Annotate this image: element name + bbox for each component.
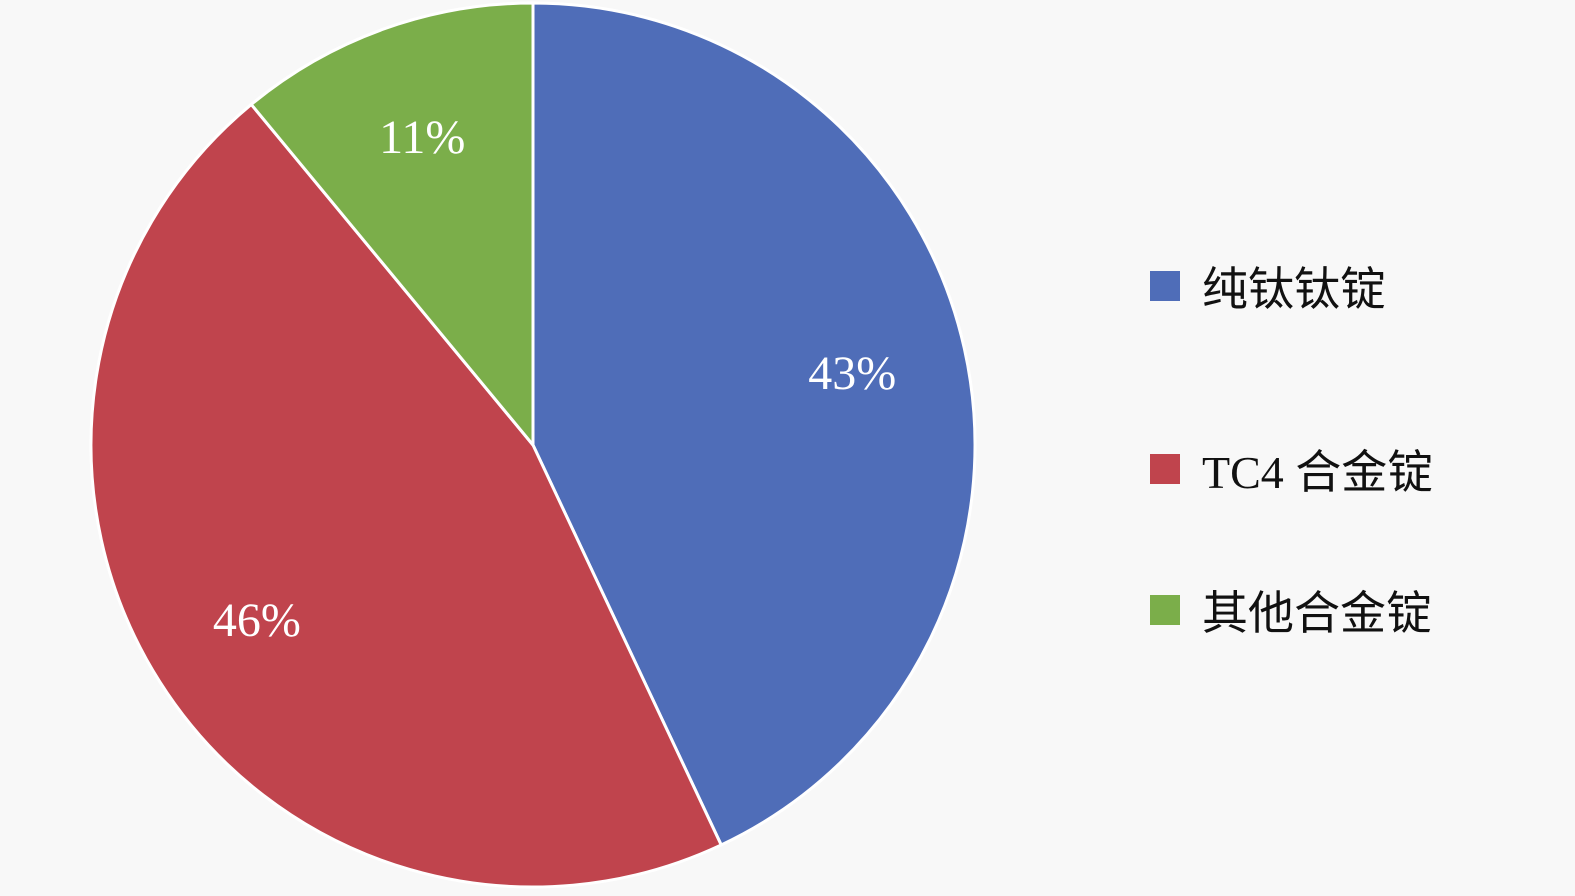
legend: 纯钛钛锭 TC4 合金锭 其他合金锭 [1150,258,1433,681]
legend-item: 其他合金锭 [1150,539,1433,681]
pie-chart: 43% 46% 11% [89,1,977,889]
legend-label: TC4 合金锭 [1202,447,1434,498]
data-label: 11% [379,111,465,164]
legend-label: 纯钛钛锭 [1202,264,1386,315]
legend-swatch [1150,271,1180,301]
data-label: 43% [808,347,896,400]
legend-item: TC4 合金锭 [1150,398,1433,540]
pie-slice [89,102,724,889]
data-label: 46% [213,594,301,647]
pie-slice [531,1,977,847]
pie-slice [249,1,535,450]
legend-swatch [1150,454,1180,484]
legend-swatch [1150,595,1180,625]
legend-item: 纯钛钛锭 [1150,257,1433,315]
legend-label: 其他合金锭 [1202,588,1432,639]
